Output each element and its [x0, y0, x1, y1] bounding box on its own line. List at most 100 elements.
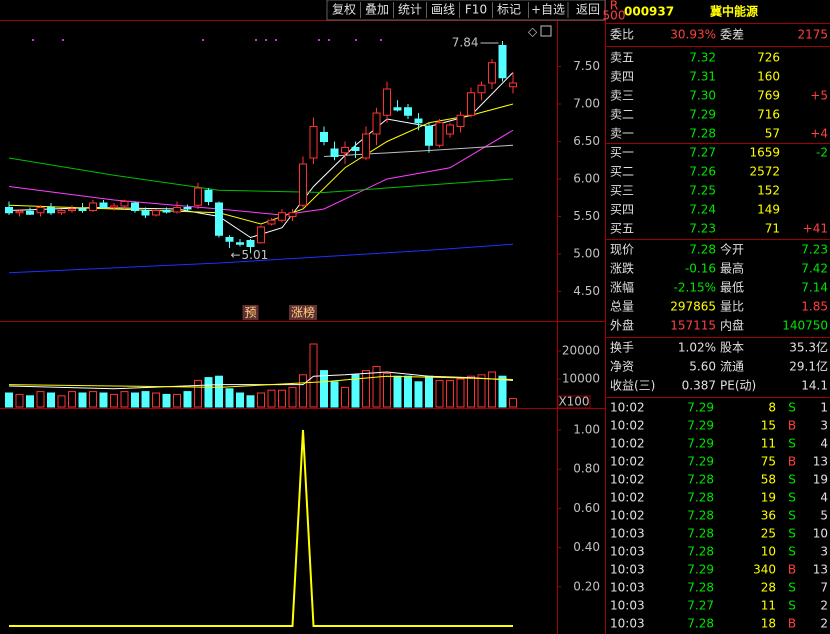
stat-label: 内盘	[720, 318, 744, 333]
volume-bar	[57, 395, 66, 408]
candle-body	[414, 118, 423, 124]
trade-count: 7	[820, 581, 828, 595]
stat-label: 最低	[720, 281, 744, 295]
trade-price: 7.28	[687, 617, 714, 631]
volume-bar	[131, 392, 139, 408]
trade-price: 7.28	[687, 527, 714, 541]
volume-bar	[446, 379, 454, 408]
volume-bar	[5, 392, 13, 408]
candle-body	[477, 84, 486, 94]
trade-count: 19	[813, 473, 828, 487]
stat-value: 1.02%	[678, 341, 716, 355]
toolbar-button: 画线	[431, 3, 455, 17]
book-price: 7.25	[689, 184, 716, 198]
candle-body	[173, 207, 181, 213]
y-tick-label: 0.80	[573, 462, 600, 476]
candle-body	[393, 107, 402, 111]
event-marker[interactable]	[289, 305, 317, 320]
trade-time: 10:02	[610, 473, 645, 487]
book-price: 7.28	[689, 127, 716, 141]
toolbar	[326, 0, 606, 21]
trade-price: 7.27	[687, 599, 714, 613]
trade-side: S	[788, 527, 796, 541]
volume-bar	[68, 391, 76, 408]
volume-bar	[120, 391, 129, 408]
volume-bar	[393, 375, 402, 408]
candle-body	[131, 202, 139, 211]
trade-volume: 340	[753, 563, 776, 577]
book-volume: 726	[757, 51, 780, 65]
trade-side: B	[788, 563, 796, 577]
volume-bar	[110, 393, 118, 408]
stat-label: 最高	[720, 261, 744, 276]
trade-volume: 10	[761, 545, 776, 559]
volume-bar	[267, 389, 276, 408]
toolbar-button: 统计	[398, 3, 422, 17]
stat-label: 总量	[610, 300, 634, 314]
book-label: 买一	[610, 146, 634, 160]
stat-value: 7.14	[801, 281, 828, 295]
candle-body	[467, 92, 475, 116]
trade-count: 13	[813, 455, 828, 469]
stat-value: 7.23	[801, 243, 828, 257]
book-label: 买二	[610, 165, 634, 179]
book-price: 7.24	[689, 203, 716, 217]
candle-body	[194, 187, 202, 206]
volume-bar	[425, 375, 433, 408]
book-price: 7.26	[689, 165, 716, 179]
stat-value: 0.387	[682, 379, 716, 393]
candle-body	[330, 148, 339, 157]
trade-count: 13	[813, 563, 828, 577]
close-icon[interactable]	[540, 25, 552, 37]
diamond-icon[interactable]: ◇	[528, 25, 538, 39]
stat-label: 涨跌	[610, 261, 634, 276]
trade-volume: 19	[761, 491, 776, 505]
candle-body	[57, 210, 66, 214]
badge-bottom: 500	[603, 9, 626, 23]
diff-value: 2175	[797, 28, 828, 42]
stat-value: 7.28	[689, 243, 716, 257]
book-label: 卖四	[610, 70, 634, 84]
trade-side: B	[788, 455, 796, 469]
candle-body	[236, 242, 244, 245]
stat-label: 流通	[720, 360, 744, 374]
trade-price: 7.29	[687, 419, 714, 433]
y-tick-label: 0.40	[573, 540, 600, 554]
volume-bar	[404, 375, 412, 408]
book-volume: 152	[757, 184, 780, 198]
volume-unit: X100	[558, 395, 589, 409]
candle-body	[341, 147, 349, 154]
candle-body	[99, 202, 108, 208]
diff-label: 委差	[720, 28, 744, 42]
trade-time: 10:02	[610, 455, 645, 469]
volume-bar	[288, 386, 297, 408]
event-marker-label: 涨榜	[291, 305, 315, 320]
book-volume: 160	[757, 70, 780, 84]
event-marker[interactable]	[242, 305, 259, 320]
candle-body	[488, 62, 496, 84]
y-tick-label: 1.00	[573, 423, 600, 437]
book-label: 卖二	[610, 108, 634, 122]
book-volume: 716	[757, 108, 780, 122]
book-change: +4	[810, 127, 828, 141]
book-volume: 71	[765, 222, 780, 236]
volume-bar	[257, 392, 265, 408]
book-change: -2	[816, 146, 828, 160]
stock-name: 冀中能源	[710, 4, 758, 19]
book-change: +5	[810, 89, 828, 103]
trade-side: S	[788, 545, 796, 559]
volume-bar	[152, 392, 160, 408]
trade-time: 10:02	[610, 437, 645, 451]
book-label: 卖一	[610, 127, 634, 141]
stat-label: 收益(三)	[610, 379, 655, 393]
stat-value: 14.1	[801, 379, 828, 393]
toolbar-button: 叠加	[365, 3, 389, 17]
trade-count: 4	[820, 437, 828, 451]
stat-value: -2.15%	[674, 281, 716, 295]
candle-body	[246, 240, 255, 247]
candle-body	[36, 207, 45, 214]
book-price: 7.27	[689, 146, 716, 160]
book-volume: 1659	[749, 146, 780, 160]
